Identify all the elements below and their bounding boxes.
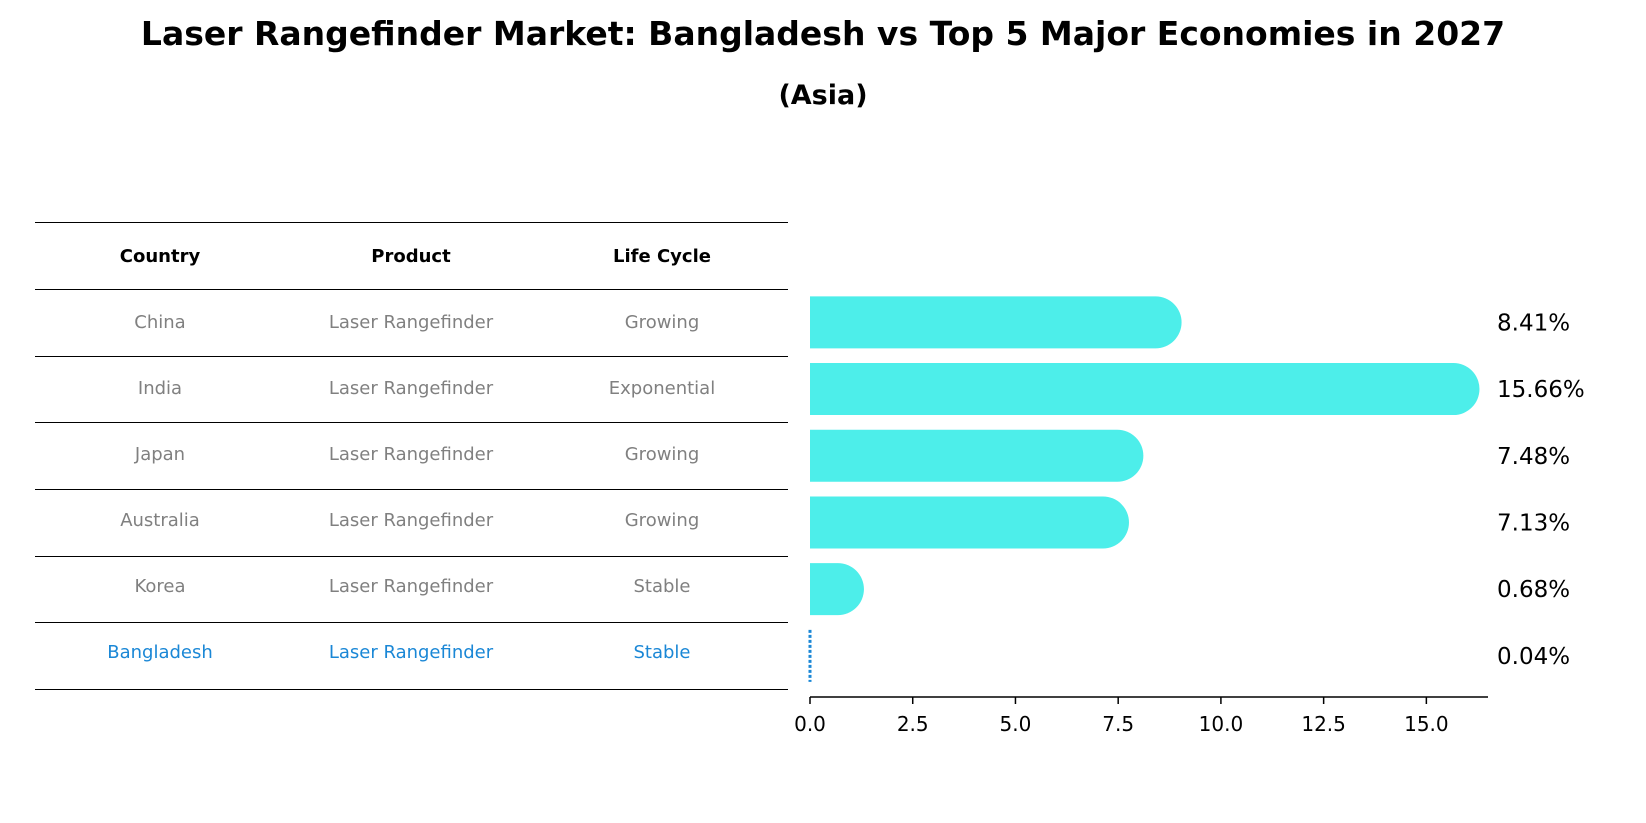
table-rule (35, 222, 788, 223)
table-rule (35, 556, 788, 557)
value-label: 8.41% (1497, 310, 1570, 336)
cell-country: China (134, 311, 186, 333)
x-tick-label: 12.5 (1301, 712, 1346, 736)
table-row: Australia Laser Rangefinder Growing (35, 487, 788, 553)
table-rule (35, 489, 788, 490)
cell-country: Japan (134, 443, 186, 465)
cell-country: Australia (120, 509, 200, 531)
bar-japan (810, 429, 1144, 482)
chart-subtitle: (Asia) (778, 80, 868, 111)
cell-country: Korea (134, 575, 186, 597)
bar-australia (810, 496, 1129, 549)
table-row: India Laser Rangefinder Exponential (35, 355, 788, 421)
table-rule (35, 356, 788, 357)
table-rule (35, 689, 788, 690)
value-label: 7.48% (1497, 444, 1570, 470)
value-label: 0.04% (1497, 644, 1570, 670)
header-product: Product (371, 245, 451, 267)
table-header-row: Country Product Life Cycle (35, 223, 788, 289)
cell-country: India (137, 377, 183, 399)
value-label: 7.13% (1497, 510, 1570, 536)
bar-china (810, 296, 1182, 349)
table-rule (35, 622, 788, 623)
x-tick-label: 10.0 (1199, 712, 1244, 736)
bar-india (810, 363, 1480, 416)
cell-life-cycle: Growing (624, 443, 700, 465)
table-row-highlighted: Bangladesh Laser Rangefinder Stable (35, 619, 788, 685)
country-table: Country Product Life Cycle China Laser R… (35, 223, 788, 685)
table-row: China Laser Rangefinder Growing (35, 289, 788, 355)
table-row: Korea Laser Rangefinder Stable (35, 553, 788, 619)
cell-product: Laser Rangefinder (328, 641, 494, 663)
x-tick-label: 2.5 (897, 712, 929, 736)
x-tick-label: 5.0 (1000, 712, 1032, 736)
x-tick-label: 0.0 (794, 712, 826, 736)
x-tick-label: 15.0 (1404, 712, 1449, 736)
cell-country: Bangladesh (107, 641, 213, 663)
cell-life-cycle: Stable (633, 575, 691, 597)
header-life-cycle: Life Cycle (613, 245, 711, 267)
table-row: Japan Laser Rangefinder Growing (35, 421, 788, 487)
cell-life-cycle: Exponential (608, 377, 716, 399)
chart-title: Laser Rangefinder Market: Bangladesh vs … (140, 14, 1506, 53)
cell-life-cycle: Growing (624, 509, 700, 531)
x-tick-label: 7.5 (1102, 712, 1134, 736)
cell-life-cycle: Growing (624, 311, 700, 333)
cell-life-cycle: Stable (633, 641, 691, 663)
table-rule (35, 422, 788, 423)
cell-product: Laser Rangefinder (328, 509, 494, 531)
bar-korea (810, 563, 864, 616)
value-label: 15.66% (1497, 377, 1585, 403)
cell-product: Laser Rangefinder (328, 443, 494, 465)
table-rule (35, 289, 788, 290)
value-label: 0.68% (1497, 577, 1570, 603)
cell-product: Laser Rangefinder (328, 575, 494, 597)
header-country: Country (119, 245, 201, 267)
cell-product: Laser Rangefinder (328, 311, 494, 333)
cell-product: Laser Rangefinder (328, 377, 494, 399)
